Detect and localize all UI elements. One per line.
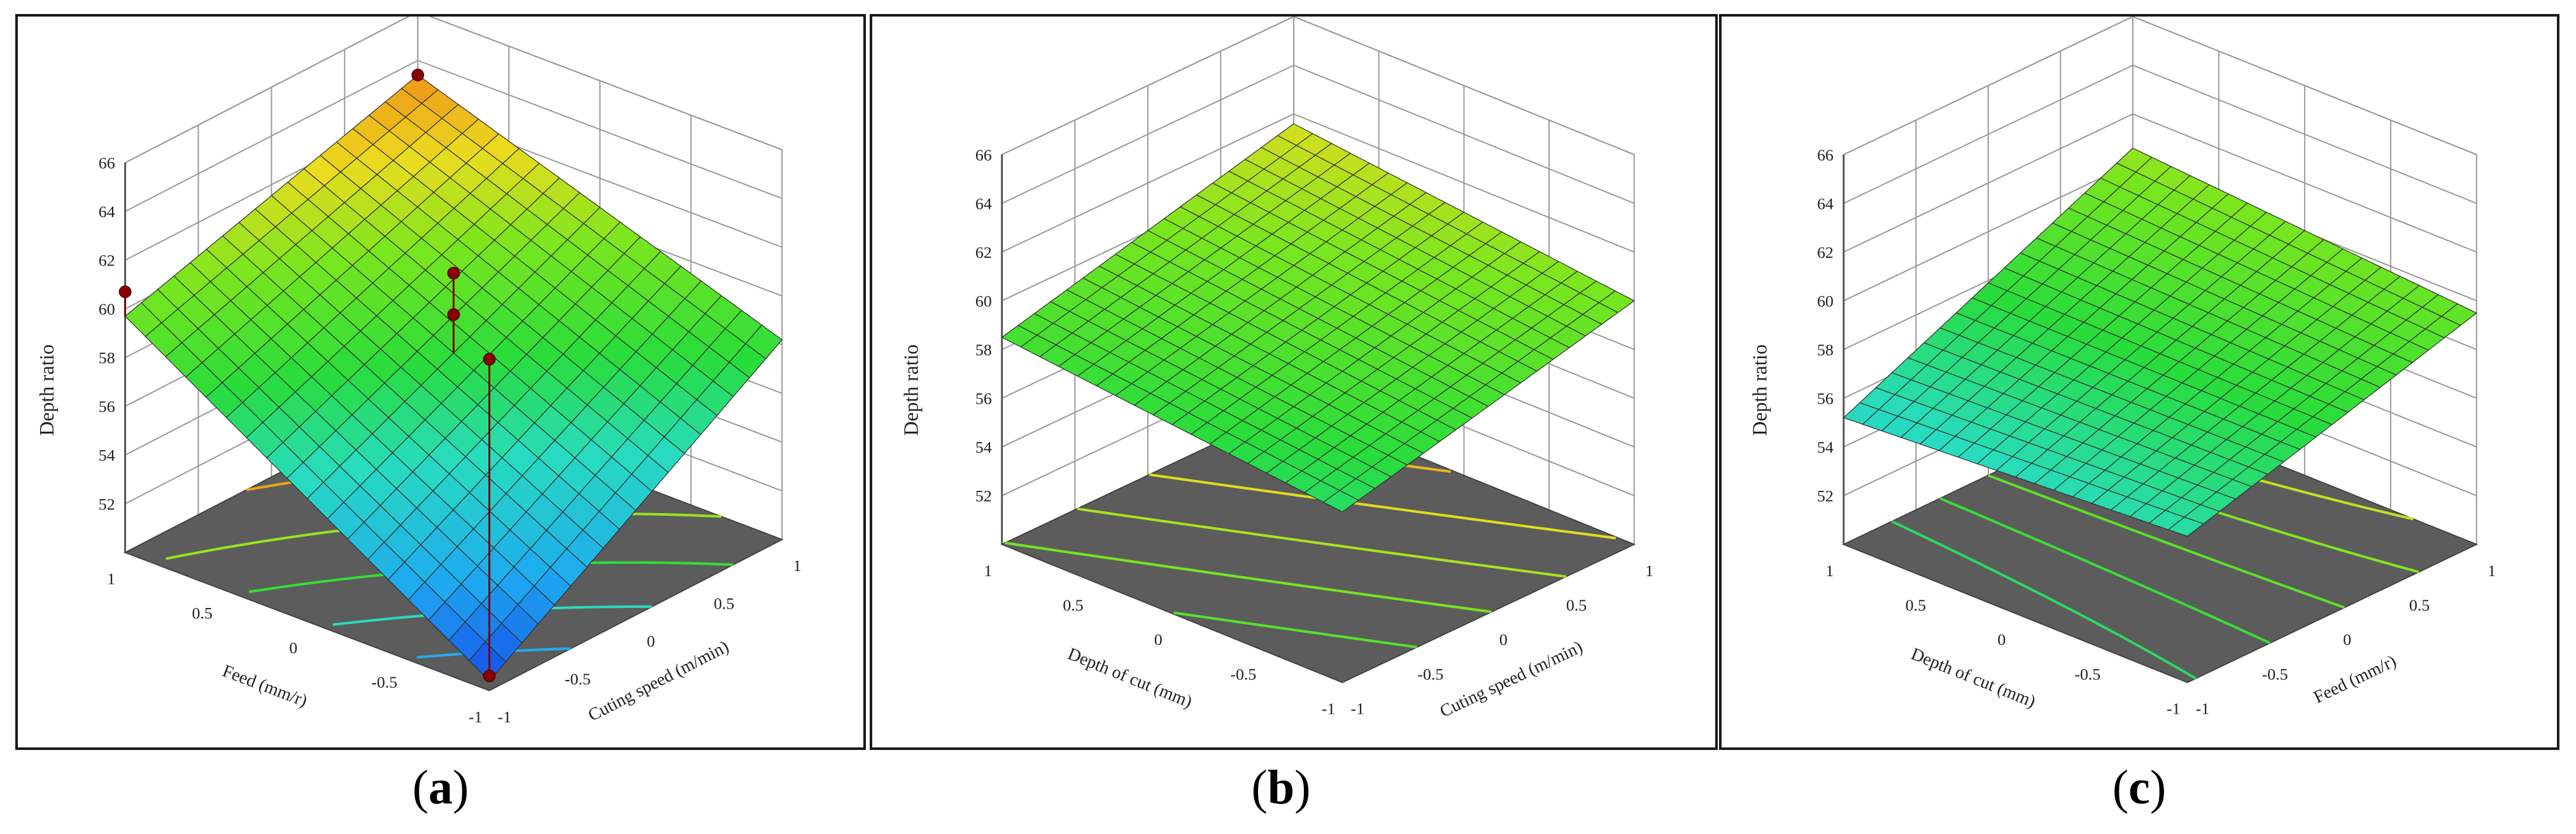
y-tick-label: 0 bbox=[647, 632, 655, 651]
y-tick-label: -0.5 bbox=[565, 670, 591, 688]
y-tick-label: -0.5 bbox=[2262, 665, 2288, 683]
response-surface bbox=[1843, 147, 2477, 537]
x-tick-label: 0.5 bbox=[1063, 596, 1083, 614]
z-tick-label: 62 bbox=[1817, 243, 1834, 262]
x-tick-label: -0.5 bbox=[371, 673, 397, 691]
design-point-marker bbox=[447, 308, 460, 322]
z-tick-label: 62 bbox=[975, 243, 992, 262]
y-tick-label: 0.5 bbox=[714, 594, 734, 612]
y-tick-label: -1 bbox=[2196, 700, 2210, 718]
z-tick-label: 64 bbox=[1817, 194, 1834, 213]
z-tick-label: 66 bbox=[975, 146, 992, 164]
z-tick-label: 52 bbox=[99, 495, 115, 513]
left-wall-gridline bbox=[125, 17, 410, 164]
z-tick-label: 62 bbox=[99, 251, 115, 270]
x-axis-title: Feed (mm/r) bbox=[220, 661, 310, 711]
surface-cell bbox=[2167, 516, 2205, 537]
z-tick-label: 52 bbox=[1817, 487, 1834, 505]
z-tick-label: 54 bbox=[975, 438, 992, 456]
contour-line bbox=[1988, 474, 2345, 609]
x-tick-label: 0.5 bbox=[1906, 596, 1926, 614]
contour-line bbox=[1149, 473, 1617, 540]
y-tick-label: 0 bbox=[1499, 630, 1508, 649]
surface-plot-a: 52 54 56 58 60 62 64 66 Depth ratio 1 0.5 0 -0.5 -1 Fe… bbox=[36, 17, 802, 726]
surface-plot-c: 52 54 56 58 60 62 64 66 Depth ratio 1 0.5 0 -0.5 -1 De… bbox=[1749, 17, 2496, 718]
y-axis-title: Cuting speed (m/min) bbox=[1437, 637, 1586, 721]
z-tick-label: 58 bbox=[975, 341, 992, 359]
z-tick-label: 54 bbox=[99, 446, 115, 465]
caption-letter-a: a bbox=[428, 761, 453, 814]
z-tick-label: 56 bbox=[99, 397, 115, 416]
design-point-marker bbox=[447, 267, 460, 280]
design-point-marker bbox=[118, 285, 132, 299]
z-axis-title: Depth ratio bbox=[900, 344, 922, 436]
z-tick-label: 58 bbox=[99, 349, 115, 367]
design-point-marker bbox=[483, 669, 496, 682]
y-axis-title: Cuting speed (m/min) bbox=[585, 637, 732, 725]
x-tick-label: -0.5 bbox=[1230, 665, 1256, 683]
x-tick-label: 1 bbox=[1825, 562, 1834, 580]
z-axis-title: Depth ratio bbox=[1749, 344, 1771, 436]
y-axis-title: Feed (mm/r) bbox=[2311, 651, 2399, 707]
contour-line bbox=[1939, 497, 2271, 644]
z-tick-label: 58 bbox=[1817, 341, 1834, 359]
z-tick-label: 60 bbox=[99, 300, 115, 318]
response-surface bbox=[124, 74, 783, 682]
y-tick-label: 1 bbox=[2488, 562, 2496, 580]
x-tick-label: 1 bbox=[107, 570, 115, 588]
z-tick-label: 64 bbox=[99, 202, 115, 221]
z-tick-label: 56 bbox=[975, 389, 992, 407]
x-tick-label: 0 bbox=[1154, 630, 1163, 649]
caption-letter-b: b bbox=[1267, 761, 1295, 814]
contour-line bbox=[1077, 507, 1567, 578]
design-point-marker bbox=[411, 68, 425, 81]
z-tick-label: 54 bbox=[1817, 438, 1834, 456]
y-tick-label: 1 bbox=[1645, 562, 1653, 580]
x-tick-label: 0.5 bbox=[192, 604, 213, 623]
z-axis-title: Depth ratio bbox=[36, 344, 58, 436]
caption-a: (a) bbox=[412, 761, 469, 814]
x-tick-label: -1 bbox=[469, 707, 483, 726]
x-axis-title: Depth of cut (mm) bbox=[1908, 644, 2038, 712]
chart-panel-c: 52 54 56 58 60 62 64 66 Depth ratio 1 0.5 0 -0.5 -1 De… bbox=[1719, 14, 2559, 750]
z-tick-label: 64 bbox=[975, 194, 992, 213]
y-tick-label: 1 bbox=[793, 556, 802, 575]
chart-panel-b: 52 54 56 58 60 62 64 66 Depth ratio 1 0.5 0 -0.5 -1 De… bbox=[870, 14, 1718, 750]
y-tick-label: 0.5 bbox=[1566, 596, 1587, 614]
contour-line bbox=[1005, 541, 1492, 614]
z-tick-label: 66 bbox=[99, 154, 115, 173]
contour-line bbox=[1173, 611, 1417, 649]
caption-c: (c) bbox=[2112, 761, 2167, 814]
x-tick-label: -1 bbox=[1322, 700, 1336, 718]
response-surface bbox=[1001, 123, 1635, 512]
z-tick-label: 60 bbox=[1817, 292, 1834, 310]
x-tick-label: -1 bbox=[2167, 700, 2181, 718]
x-tick-label: 0 bbox=[1997, 630, 2006, 649]
x-tick-label: 1 bbox=[984, 562, 992, 580]
y-tick-label: 0 bbox=[2343, 630, 2351, 649]
z-tick-label: 66 bbox=[1817, 146, 1834, 164]
z-tick-label: 56 bbox=[1817, 389, 1834, 407]
contour-line bbox=[1891, 520, 2197, 680]
x-tick-label: 0 bbox=[289, 639, 297, 657]
surface-plot-b: 52 54 56 58 60 62 64 66 Depth ratio 1 0.5 0 -0.5 -1 De… bbox=[900, 17, 1653, 721]
caption-letter-c: c bbox=[2128, 761, 2150, 814]
x-axis-title: Depth of cut (mm) bbox=[1065, 644, 1195, 712]
y-tick-label: -0.5 bbox=[1417, 665, 1443, 683]
chart-panel-a: 52 54 56 58 60 62 64 66 Depth ratio 1 0.5 0 -0.5 -1 Fe… bbox=[15, 14, 866, 750]
design-point-marker bbox=[483, 353, 496, 366]
x-tick-label: -0.5 bbox=[2074, 665, 2100, 683]
z-tick-label: 52 bbox=[975, 487, 992, 505]
z-tick-label: 60 bbox=[975, 292, 992, 310]
y-tick-label: -1 bbox=[1350, 700, 1364, 718]
y-tick-label: -1 bbox=[498, 707, 512, 726]
caption-b: (b) bbox=[1251, 761, 1311, 814]
y-tick-label: 0.5 bbox=[2409, 596, 2430, 614]
surface-cell bbox=[1322, 490, 1359, 512]
